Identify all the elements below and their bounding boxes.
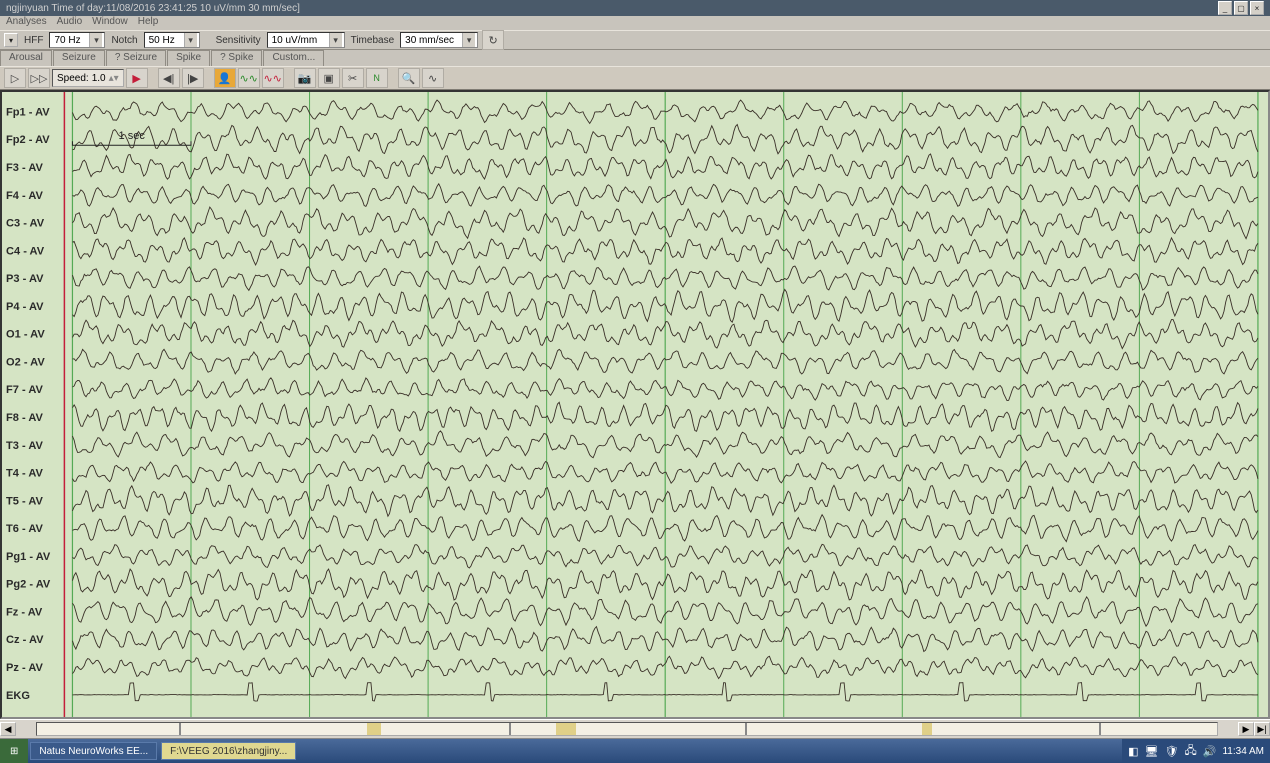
- zoom-icon[interactable]: 🔍: [398, 68, 420, 88]
- svg-text:1 sec: 1 sec: [119, 130, 146, 142]
- timeline-end[interactable]: ▶|: [1254, 722, 1270, 736]
- svg-text:Cz - AV: Cz - AV: [6, 634, 44, 646]
- camera-icon[interactable]: 📷: [294, 68, 316, 88]
- sensitivity-label: Sensitivity: [214, 35, 263, 46]
- windows-taskbar: ⊞ Natus NeuroWorks EE... F:\VEEG 2016\zh…: [0, 739, 1270, 763]
- waveform-red-icon[interactable]: ∿∿: [262, 68, 284, 88]
- svg-text:Pg1 - AV: Pg1 - AV: [6, 551, 51, 563]
- dropdown-button[interactable]: ▾: [4, 33, 18, 47]
- title-text: ngjinyuan Time of day:11/08/2016 23:41:2…: [6, 3, 300, 14]
- svg-text:O1 - AV: O1 - AV: [6, 329, 45, 341]
- timebase-label: Timebase: [349, 35, 397, 46]
- eeg-canvas: Fp1 - AV Fp2 - AV F3 - AV F4 - AV C3 - AV C4 …: [2, 92, 1268, 717]
- network-icon[interactable]: 🖧: [1185, 742, 1197, 761]
- svg-text:F8 - AV: F8 - AV: [6, 412, 44, 424]
- timeline-prev[interactable]: ◀: [0, 722, 16, 736]
- refresh-button[interactable]: ↻: [482, 30, 504, 50]
- svg-text:C3 - AV: C3 - AV: [6, 218, 45, 230]
- speed-control[interactable]: Speed: 1.0 ▴▾: [52, 69, 124, 87]
- tray-icon-1[interactable]: ◧: [1128, 745, 1138, 758]
- tray-icon-3[interactable]: 🛡: [1165, 745, 1179, 758]
- eeg-viewport[interactable]: Fp1 - AV Fp2 - AV F3 - AV F4 - AV C3 - AV C4 …: [0, 90, 1270, 719]
- minimize-button[interactable]: _: [1218, 1, 1232, 15]
- svg-text:P3 - AV: P3 - AV: [6, 273, 44, 285]
- next-event-button[interactable]: |▶: [182, 68, 204, 88]
- svg-text:Fp1 - AV: Fp1 - AV: [6, 106, 50, 118]
- tab-q-spike[interactable]: ? Spike: [211, 50, 262, 66]
- svg-text:F4 - AV: F4 - AV: [6, 190, 44, 202]
- svg-text:O2 - AV: O2 - AV: [6, 356, 45, 368]
- tab-arousal[interactable]: Arousal: [0, 50, 52, 66]
- notch-combo[interactable]: 50 Hz: [144, 32, 200, 48]
- event-tabs: Arousal Seizure ? Seizure Spike ? Spike …: [0, 50, 1270, 66]
- filter-param-bar: ▾ HFF 70 Hz Notch 50 Hz Sensitivity 10 u…: [0, 30, 1270, 50]
- snapshot-icon[interactable]: ▣: [318, 68, 340, 88]
- svg-text:Fp2 - AV: Fp2 - AV: [6, 134, 50, 146]
- clock[interactable]: 11:34 AM: [1222, 746, 1264, 757]
- timeline-next[interactable]: ▶: [1238, 722, 1254, 736]
- task-natus[interactable]: Natus NeuroWorks EE...: [30, 742, 157, 760]
- tray-icon-2[interactable]: 🖥: [1145, 745, 1159, 758]
- menu-help[interactable]: Help: [138, 16, 159, 30]
- system-tray: ◧ 🖥 🛡 🖧 🔊 11:34 AM: [1122, 739, 1270, 763]
- speed-label: Speed:: [57, 73, 89, 84]
- fast-forward-button[interactable]: ▷▷: [28, 68, 50, 88]
- play-button[interactable]: ▷: [4, 68, 26, 88]
- windows-icon: ⊞: [10, 746, 18, 757]
- svg-text:Pz - AV: Pz - AV: [6, 662, 44, 674]
- task-explorer[interactable]: F:\VEEG 2016\zhangjiny...: [161, 742, 296, 760]
- svg-text:T3 - AV: T3 - AV: [6, 440, 44, 452]
- tab-q-seizure[interactable]: ? Seizure: [106, 50, 166, 66]
- maximize-button[interactable]: ▢: [1234, 1, 1248, 15]
- tab-spike[interactable]: Spike: [167, 50, 210, 66]
- menu-audio[interactable]: Audio: [57, 16, 83, 30]
- measure-icon[interactable]: ∿: [422, 68, 444, 88]
- svg-text:T5 - AV: T5 - AV: [6, 495, 44, 507]
- notch-label: Notch: [109, 35, 139, 46]
- svg-text:EKG: EKG: [6, 690, 30, 702]
- timeline-track[interactable]: [36, 722, 1218, 736]
- prev-event-button[interactable]: ◀|: [158, 68, 180, 88]
- hff-label: HFF: [22, 35, 45, 46]
- svg-text:Pg2 - AV: Pg2 - AV: [6, 579, 51, 591]
- hff-combo[interactable]: 70 Hz: [49, 32, 105, 48]
- clip-icon[interactable]: ✂: [342, 68, 364, 88]
- waveform-green-icon[interactable]: ∿∿: [238, 68, 260, 88]
- start-button[interactable]: ⊞: [0, 739, 28, 763]
- playback-toolbar: ▷ ▷▷ Speed: 1.0 ▴▾ ▶ ◀| |▶ 👤 ∿∿ ∿∿ 📷 ▣ ✂…: [0, 66, 1270, 90]
- svg-text:F3 - AV: F3 - AV: [6, 162, 44, 174]
- app-titlebar: ngjinyuan Time of day:11/08/2016 23:41:2…: [0, 0, 1270, 16]
- speed-value: 1.0: [92, 73, 106, 84]
- menu-window[interactable]: Window: [92, 16, 128, 30]
- menu-bar: Analyses Audio Window Help: [0, 16, 1270, 30]
- tab-seizure[interactable]: Seizure: [53, 50, 105, 66]
- timebase-combo[interactable]: 30 mm/sec: [400, 32, 478, 48]
- tab-custom[interactable]: Custom...: [263, 50, 324, 66]
- patient-icon[interactable]: 👤: [214, 68, 236, 88]
- svg-text:Fz - AV: Fz - AV: [6, 606, 43, 618]
- svg-text:C4 - AV: C4 - AV: [6, 245, 45, 257]
- flag-button[interactable]: ▶: [126, 68, 148, 88]
- menu-analyses[interactable]: Analyses: [6, 16, 47, 30]
- sensitivity-combo[interactable]: 10 uV/mm: [267, 32, 345, 48]
- svg-text:P4 - AV: P4 - AV: [6, 301, 44, 313]
- volume-icon[interactable]: 🔊: [1203, 745, 1217, 758]
- svg-text:T6 - AV: T6 - AV: [6, 523, 44, 535]
- svg-text:T4 - AV: T4 - AV: [6, 468, 44, 480]
- close-button[interactable]: ×: [1250, 1, 1264, 15]
- svg-text:F7 - AV: F7 - AV: [6, 384, 44, 396]
- note-icon[interactable]: N: [366, 68, 388, 88]
- timeline-ruler: ◀ ▶ ▶|: [0, 719, 1270, 739]
